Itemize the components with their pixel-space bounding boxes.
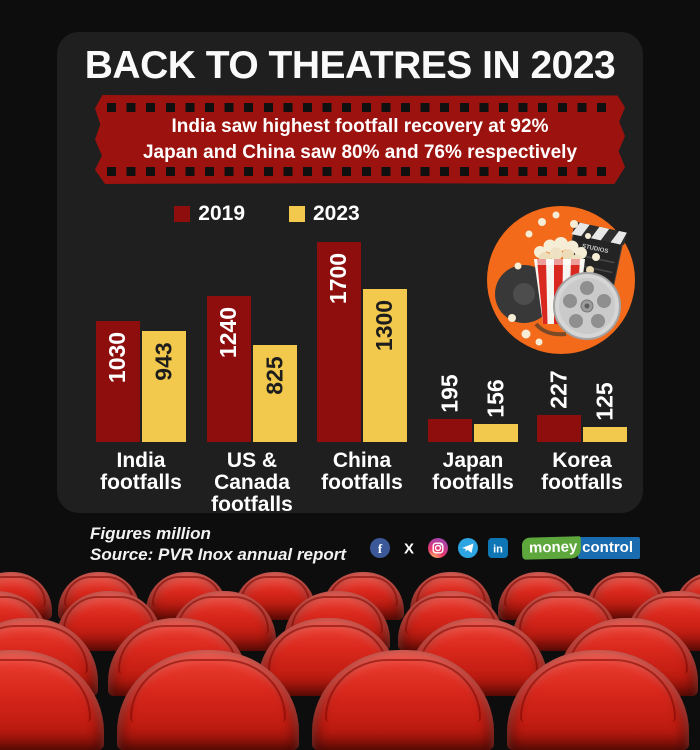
- theater-seat: [117, 650, 299, 750]
- bar-value-label: 825: [261, 355, 288, 395]
- film-perforations-top: [107, 103, 613, 112]
- bar-value-label: 1240: [215, 306, 242, 358]
- bar-2023-us: 825: [253, 345, 297, 442]
- legend-label-2019: 2019: [198, 202, 245, 225]
- instagram-icon[interactable]: [427, 538, 448, 558]
- theater-seat: [507, 650, 689, 750]
- category-label-japan: Japan footfalls: [432, 449, 514, 494]
- front-film-reel-icon: [553, 272, 621, 340]
- bar-2023-china: 1300: [363, 289, 407, 442]
- bar-value-label: 156: [482, 378, 509, 418]
- bar-value-label: 1030: [104, 331, 131, 383]
- figures-note: Figures million: [90, 524, 211, 543]
- bar-value-label: 943: [150, 341, 177, 381]
- bar-2023-india: 943: [142, 331, 186, 442]
- svg-text:f: f: [378, 541, 383, 556]
- category-label-korea: Korea footfalls: [541, 449, 623, 494]
- category-label-china: China footfalls: [321, 449, 403, 494]
- svg-text:STUDIOS: STUDIOS: [581, 244, 608, 255]
- page-title: BACK TO THEATRES IN 2023: [84, 44, 616, 87]
- social-icons-row: f X in money control: [369, 536, 640, 560]
- source-note: Source: PVR Inox annual report: [90, 545, 346, 564]
- popcorn-illustration: STUDIOS: [484, 202, 638, 356]
- legend-label-2023: 2023: [313, 202, 360, 225]
- bar-value-label: 195: [436, 373, 463, 413]
- chart-legend: 2019 2023: [57, 202, 477, 226]
- category-label-india: India footfalls: [100, 449, 182, 494]
- bar-2023-korea: 125: [583, 382, 627, 442]
- svg-text:in: in: [493, 544, 503, 556]
- chart-footnotes: Figures million Source: PVR Inox annual …: [90, 523, 346, 565]
- bar-value-label: 227: [545, 369, 572, 409]
- facebook-icon[interactable]: f: [369, 538, 390, 558]
- theater-seat: [312, 650, 494, 750]
- telegram-icon[interactable]: [457, 538, 478, 558]
- legend-swatch-2023: [289, 206, 305, 222]
- category-label-us: US & Canada footfalls: [211, 449, 293, 516]
- seat-row: [0, 650, 700, 750]
- bar-2019-japan: 195: [428, 374, 472, 442]
- film-strip-banner: India saw highest footfall recovery at 9…: [95, 95, 625, 184]
- legend-item-2019: 2019: [174, 202, 245, 226]
- bar-2019-china: 1700: [317, 242, 361, 442]
- bar-2019-india: 1030: [96, 321, 140, 442]
- legend-swatch-2019: [174, 206, 191, 222]
- bar-2019-korea: 227: [537, 370, 581, 442]
- banner-line-1: India saw highest footfall recovery at 9…: [171, 115, 549, 137]
- moneycontrol-logo[interactable]: money control: [521, 536, 640, 560]
- x-twitter-icon[interactable]: X: [400, 539, 418, 558]
- legend-item-2023: 2023: [289, 202, 360, 226]
- bar-2019-us: 1240: [207, 296, 251, 442]
- bar-2023-japan: 156: [474, 379, 518, 442]
- linkedin-icon[interactable]: in: [487, 538, 508, 558]
- bar-value-label: 1700: [325, 252, 352, 304]
- film-tail: [534, 322, 567, 337]
- svg-text:X: X: [404, 541, 414, 558]
- moneycontrol-money-text: money: [521, 536, 582, 560]
- banner-line-2: Japan and China saw 80% and 76% respecti…: [142, 141, 578, 163]
- bar-value-label: 1300: [371, 299, 398, 351]
- bar-value-label: 125: [591, 381, 618, 421]
- film-perforations-bottom: [107, 167, 613, 176]
- theater-seat: [0, 650, 104, 750]
- moneycontrol-control-text: control: [578, 537, 640, 559]
- infographic-canvas: BACK TO THEATRES IN 2023 India saw highe…: [0, 32, 700, 750]
